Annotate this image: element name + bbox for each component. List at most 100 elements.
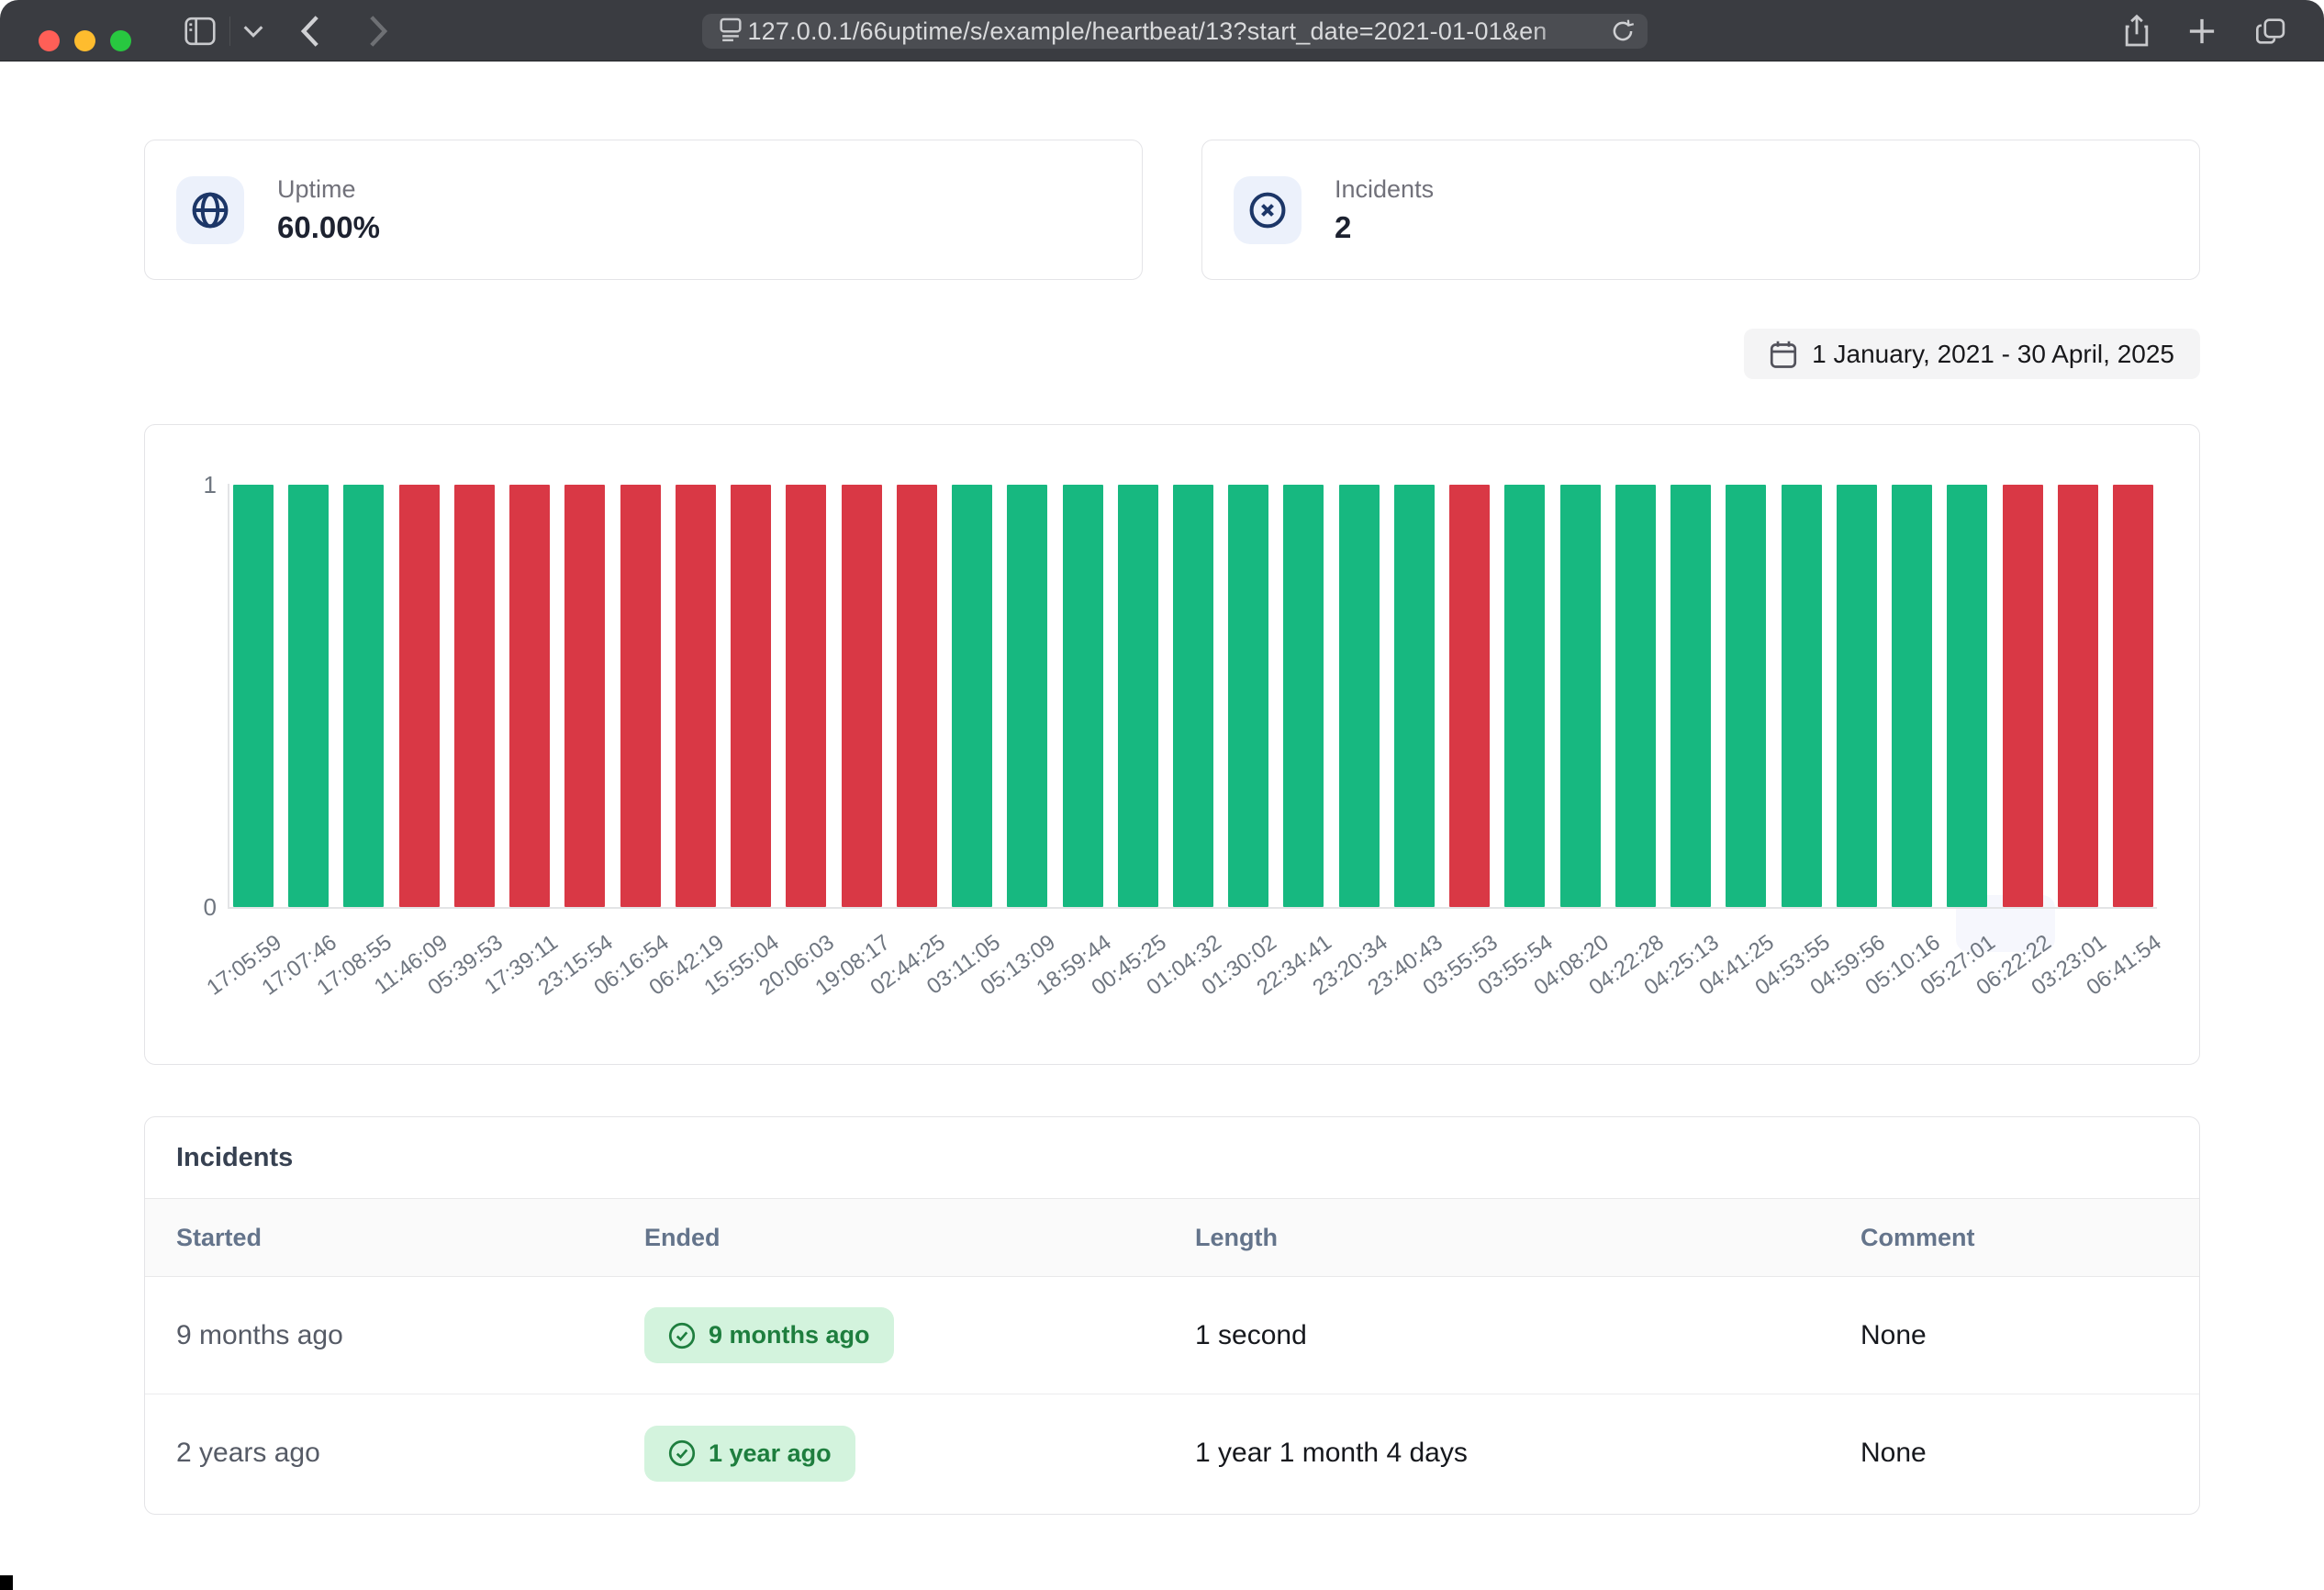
- heartbeat-bar-down[interactable]: [2002, 485, 2043, 907]
- heartbeat-bar-up[interactable]: [1062, 485, 1103, 907]
- incidents-stat-card: Incidents 2: [1201, 140, 2200, 280]
- heartbeat-bar-up[interactable]: [1615, 485, 1656, 907]
- uptime-label: Uptime: [277, 175, 356, 204]
- heartbeat-bar-down[interactable]: [620, 485, 661, 907]
- website-settings-icon[interactable]: [717, 17, 744, 47]
- heartbeat-bars: [233, 485, 2153, 907]
- traffic-lights: [39, 30, 131, 51]
- minimize-window-button[interactable]: [74, 30, 95, 51]
- back-arrow-icon: [300, 15, 318, 47]
- screen-corner-artifact: [0, 1575, 13, 1590]
- date-range-button[interactable]: 1 January, 2021 - 30 April, 2025: [1744, 329, 2200, 379]
- check-circle-icon: [668, 1439, 696, 1467]
- new-tab-button[interactable]: [2183, 0, 2221, 62]
- heartbeat-bar-up[interactable]: [1338, 485, 1380, 907]
- heartbeat-chart-card: 1 0 17:05:59 17:07:46 17:08:55 11:46:09 05:3…: [144, 424, 2200, 1065]
- sidebar-menu-chevron[interactable]: [237, 0, 270, 62]
- heartbeat-bar-up[interactable]: [288, 485, 330, 907]
- x-axis-line: [228, 907, 2157, 909]
- heartbeat-bar-up[interactable]: [1836, 485, 1877, 907]
- heartbeat-bar-up[interactable]: [1283, 485, 1324, 907]
- browser-toolbar: 127.0.0.1/66uptime/s/example/heartbeat/1…: [0, 0, 2324, 62]
- share-button[interactable]: [2118, 0, 2155, 62]
- incident-length: 1 second: [1195, 1319, 1307, 1350]
- heartbeat-bar-up[interactable]: [233, 485, 274, 907]
- heartbeat-bar-up[interactable]: [343, 485, 385, 907]
- heartbeat-bar-up[interactable]: [1726, 485, 1767, 907]
- date-range-label: 1 January, 2021 - 30 April, 2025: [1812, 339, 2174, 368]
- forward-arrow-icon: [370, 15, 388, 47]
- toolbar-divider: [229, 17, 230, 46]
- heartbeat-bar-down[interactable]: [398, 485, 440, 907]
- heartbeat-bar-up[interactable]: [1007, 485, 1048, 907]
- heartbeat-bar-up[interactable]: [1228, 485, 1269, 907]
- tabs-overview-icon: [2256, 17, 2285, 44]
- heartbeat-bar-down[interactable]: [509, 485, 551, 907]
- incidents-value: 2: [1335, 209, 1352, 244]
- incidents-table-header: Started Ended Length Comment: [145, 1198, 2199, 1277]
- column-header-comment: Comment: [1860, 1223, 1975, 1251]
- heartbeat-bar-down[interactable]: [564, 485, 606, 907]
- incident-ended-badge: 9 months ago: [644, 1307, 894, 1363]
- incident-started: 2 years ago: [176, 1438, 320, 1468]
- address-bar[interactable]: 127.0.0.1/66uptime/s/example/heartbeat/1…: [702, 14, 1648, 49]
- incidents-label: Incidents: [1335, 175, 1435, 204]
- heartbeat-bar-down[interactable]: [1449, 485, 1491, 907]
- heartbeat-bar-up[interactable]: [1393, 485, 1435, 907]
- incidents-icon-tile: [1234, 175, 1302, 244]
- heartbeat-bar-down[interactable]: [2057, 485, 2098, 907]
- heartbeat-bar-down[interactable]: [453, 485, 495, 907]
- close-window-button[interactable]: [39, 30, 60, 51]
- heartbeat-bar-up[interactable]: [1892, 485, 1933, 907]
- sidebar-icon: [184, 17, 216, 45]
- x-axis-labels: 17:05:59 17:07:46 17:08:55 11:46:09 05:39:53…: [202, 921, 2197, 1058]
- reload-button[interactable]: [1611, 14, 1635, 49]
- incidents-table-body: 9 months ago 9 months ago 1 second None 2 ye…: [145, 1277, 2199, 1512]
- column-header-ended: Ended: [644, 1223, 721, 1251]
- column-header-started: Started: [176, 1223, 263, 1251]
- calendar-icon: [1771, 341, 1797, 368]
- forward-button[interactable]: [360, 0, 397, 62]
- chevron-down-icon: [243, 25, 263, 38]
- back-button[interactable]: [292, 0, 329, 62]
- incidents-table-title: Incidents: [176, 1142, 294, 1172]
- heartbeat-bar-down[interactable]: [2113, 485, 2153, 907]
- heartbeat-bar-up[interactable]: [1173, 485, 1213, 907]
- url-text: 127.0.0.1/66uptime/s/example/heartbeat/1…: [747, 17, 1547, 45]
- globe-icon: [192, 192, 229, 228]
- heartbeat-bar-down[interactable]: [731, 485, 772, 907]
- incident-started: 9 months ago: [176, 1319, 343, 1350]
- heartbeat-bar-up[interactable]: [1670, 485, 1712, 907]
- heartbeat-bar-down[interactable]: [841, 485, 882, 907]
- heartbeat-bar-up[interactable]: [1559, 485, 1601, 907]
- incident-length: 1 year 1 month 4 days: [1195, 1438, 1468, 1468]
- incident-comment: None: [1860, 1319, 1927, 1350]
- y-axis-tick-0: 0: [203, 893, 217, 921]
- heartbeat-bar-up[interactable]: [1117, 485, 1158, 907]
- incident-ended-label: 9 months ago: [709, 1321, 870, 1349]
- uptime-stat-card: Uptime 60.00%: [144, 140, 1143, 280]
- tab-overview-button[interactable]: [2251, 0, 2291, 62]
- uptime-icon-tile: [176, 175, 244, 244]
- heartbeat-bar-up[interactable]: [1947, 485, 1988, 907]
- incident-row: 2 years ago 1 year ago 1 year 1 month 4 da…: [145, 1394, 2199, 1512]
- heartbeat-bar-up[interactable]: [952, 485, 993, 907]
- incident-comment: None: [1860, 1438, 1927, 1468]
- heartbeat-bar-up[interactable]: [1781, 485, 1822, 907]
- sidebar-toggle-button[interactable]: [180, 0, 220, 62]
- heartbeat-bar-down[interactable]: [786, 485, 827, 907]
- incidents-table-card: Incidents Started Ended Length Comment 9…: [144, 1116, 2200, 1515]
- zoom-window-button[interactable]: [110, 30, 131, 51]
- heartbeat-bar-down[interactable]: [675, 485, 716, 907]
- heartbeat-bar-up[interactable]: [1504, 485, 1546, 907]
- y-axis-line: [228, 484, 229, 908]
- x-circle-icon: [1249, 192, 1286, 228]
- heartbeat-bar-down[interactable]: [896, 485, 937, 907]
- uptime-value: 60.00%: [277, 209, 380, 244]
- plus-icon: [2189, 18, 2215, 43]
- incident-ended-cell: 1 year ago: [644, 1425, 1195, 1482]
- check-circle-icon: [668, 1322, 696, 1349]
- reload-icon: [1613, 19, 1635, 41]
- y-axis-tick-1: 1: [203, 471, 217, 498]
- incident-ended-cell: 9 months ago: [644, 1307, 1195, 1363]
